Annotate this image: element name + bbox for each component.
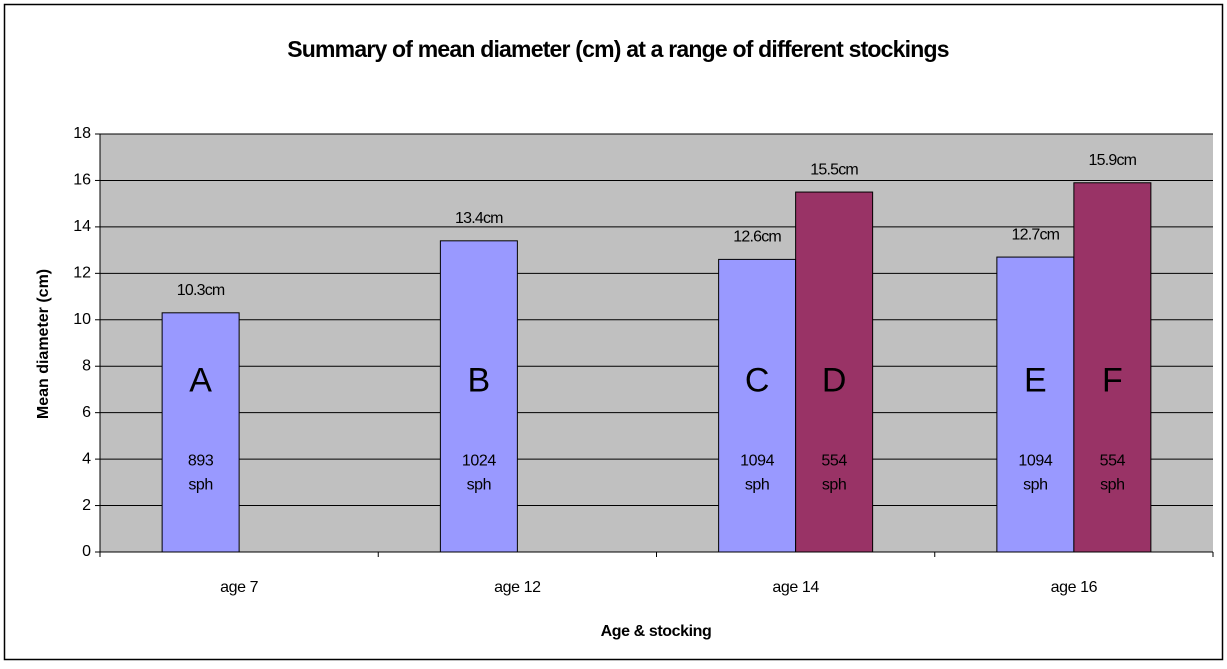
bar-letter: D: [822, 361, 847, 399]
stocking-label: sph: [188, 476, 213, 493]
bar: [996, 256, 1075, 553]
y-tick-label: 2: [82, 497, 91, 514]
bar: [718, 258, 797, 553]
value-label: 12.7cm: [1012, 226, 1060, 243]
y-axis-label: Mean diameter (cm): [35, 269, 52, 419]
y-tick-label: 18: [73, 125, 91, 142]
stocking-label: sph: [1100, 476, 1125, 493]
stocking-label: sph: [745, 476, 770, 493]
stocking-label: sph: [1023, 476, 1048, 493]
stocking-label: 554: [1100, 452, 1126, 469]
stocking-label: sph: [467, 476, 492, 493]
bar-letter: A: [189, 361, 212, 399]
y-tick-label: 16: [73, 172, 91, 189]
value-label: 12.6cm: [733, 229, 781, 246]
bar: [795, 191, 874, 553]
x-tick-label: age 16: [1051, 579, 1098, 596]
y-tick-label: 6: [82, 404, 91, 421]
bar: [1073, 182, 1152, 553]
y-tick-label: 14: [73, 218, 91, 235]
stocking-label: 554: [821, 452, 847, 469]
x-tick-label: age 12: [494, 579, 541, 596]
bar-letter: C: [745, 361, 770, 399]
bar: [161, 312, 240, 553]
x-tick-label: age 14: [772, 579, 819, 596]
y-tick-label: 0: [82, 543, 91, 560]
bar-letter: F: [1102, 361, 1123, 399]
y-tick-label: 12: [73, 265, 91, 282]
stocking-label: 1094: [1018, 452, 1052, 469]
value-label: 10.3cm: [177, 282, 225, 299]
chart-title: Summary of mean diameter (cm) at a range…: [287, 36, 949, 62]
stocking-label: 1024: [462, 452, 496, 469]
x-axis-label: Age & stocking: [601, 623, 712, 640]
stocking-label: 893: [188, 452, 214, 469]
bar-letter: E: [1024, 361, 1047, 399]
stocking-label: 1094: [740, 452, 774, 469]
y-tick-label: 8: [82, 357, 91, 374]
value-label: 15.5cm: [810, 161, 858, 178]
bar: [439, 240, 518, 553]
x-tick-label: age 7: [220, 579, 259, 596]
value-label: 15.9cm: [1089, 152, 1137, 169]
stocking-label: sph: [822, 476, 847, 493]
y-tick-label: 4: [82, 450, 91, 467]
value-label: 13.4cm: [455, 210, 503, 227]
bar-letter: B: [468, 361, 491, 399]
y-tick-label: 10: [73, 311, 91, 328]
